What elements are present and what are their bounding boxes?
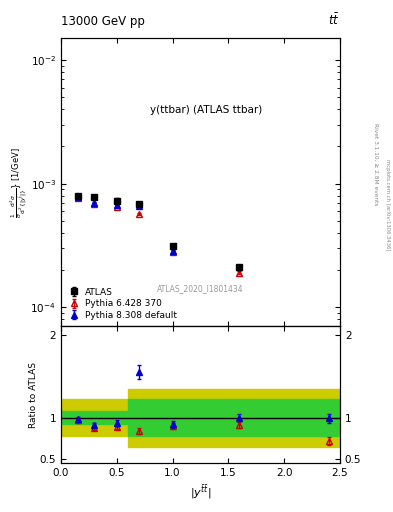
Text: 13000 GeV pp: 13000 GeV pp: [61, 15, 145, 28]
Text: $t\bar{t}$: $t\bar{t}$: [329, 13, 340, 28]
Y-axis label: Ratio to ATLAS: Ratio to ATLAS: [29, 362, 38, 428]
Legend: ATLAS, Pythia 6.428 370, Pythia 8.308 default: ATLAS, Pythia 6.428 370, Pythia 8.308 de…: [65, 286, 179, 322]
Text: ATLAS_2020_I1801434: ATLAS_2020_I1801434: [157, 284, 244, 293]
Text: mcplots.cern.ch [arXiv:1306.3436]: mcplots.cern.ch [arXiv:1306.3436]: [385, 159, 389, 250]
Text: y(ttbar) (ATLAS ttbar): y(ttbar) (ATLAS ttbar): [150, 105, 262, 115]
X-axis label: $|y^{\bar{t}\bar{t}}|$: $|y^{\bar{t}\bar{t}}|$: [190, 484, 211, 501]
Text: Rivet 3.1.10, ≥ 2.8M events: Rivet 3.1.10, ≥ 2.8M events: [373, 122, 378, 205]
Y-axis label: $\frac{1}{\sigma}\frac{\mathrm{d}^2\sigma}{\mathrm{d}^2\{|y^{\bar{t}}|\}}\}$ [1/: $\frac{1}{\sigma}\frac{\mathrm{d}^2\sigm…: [8, 147, 29, 218]
